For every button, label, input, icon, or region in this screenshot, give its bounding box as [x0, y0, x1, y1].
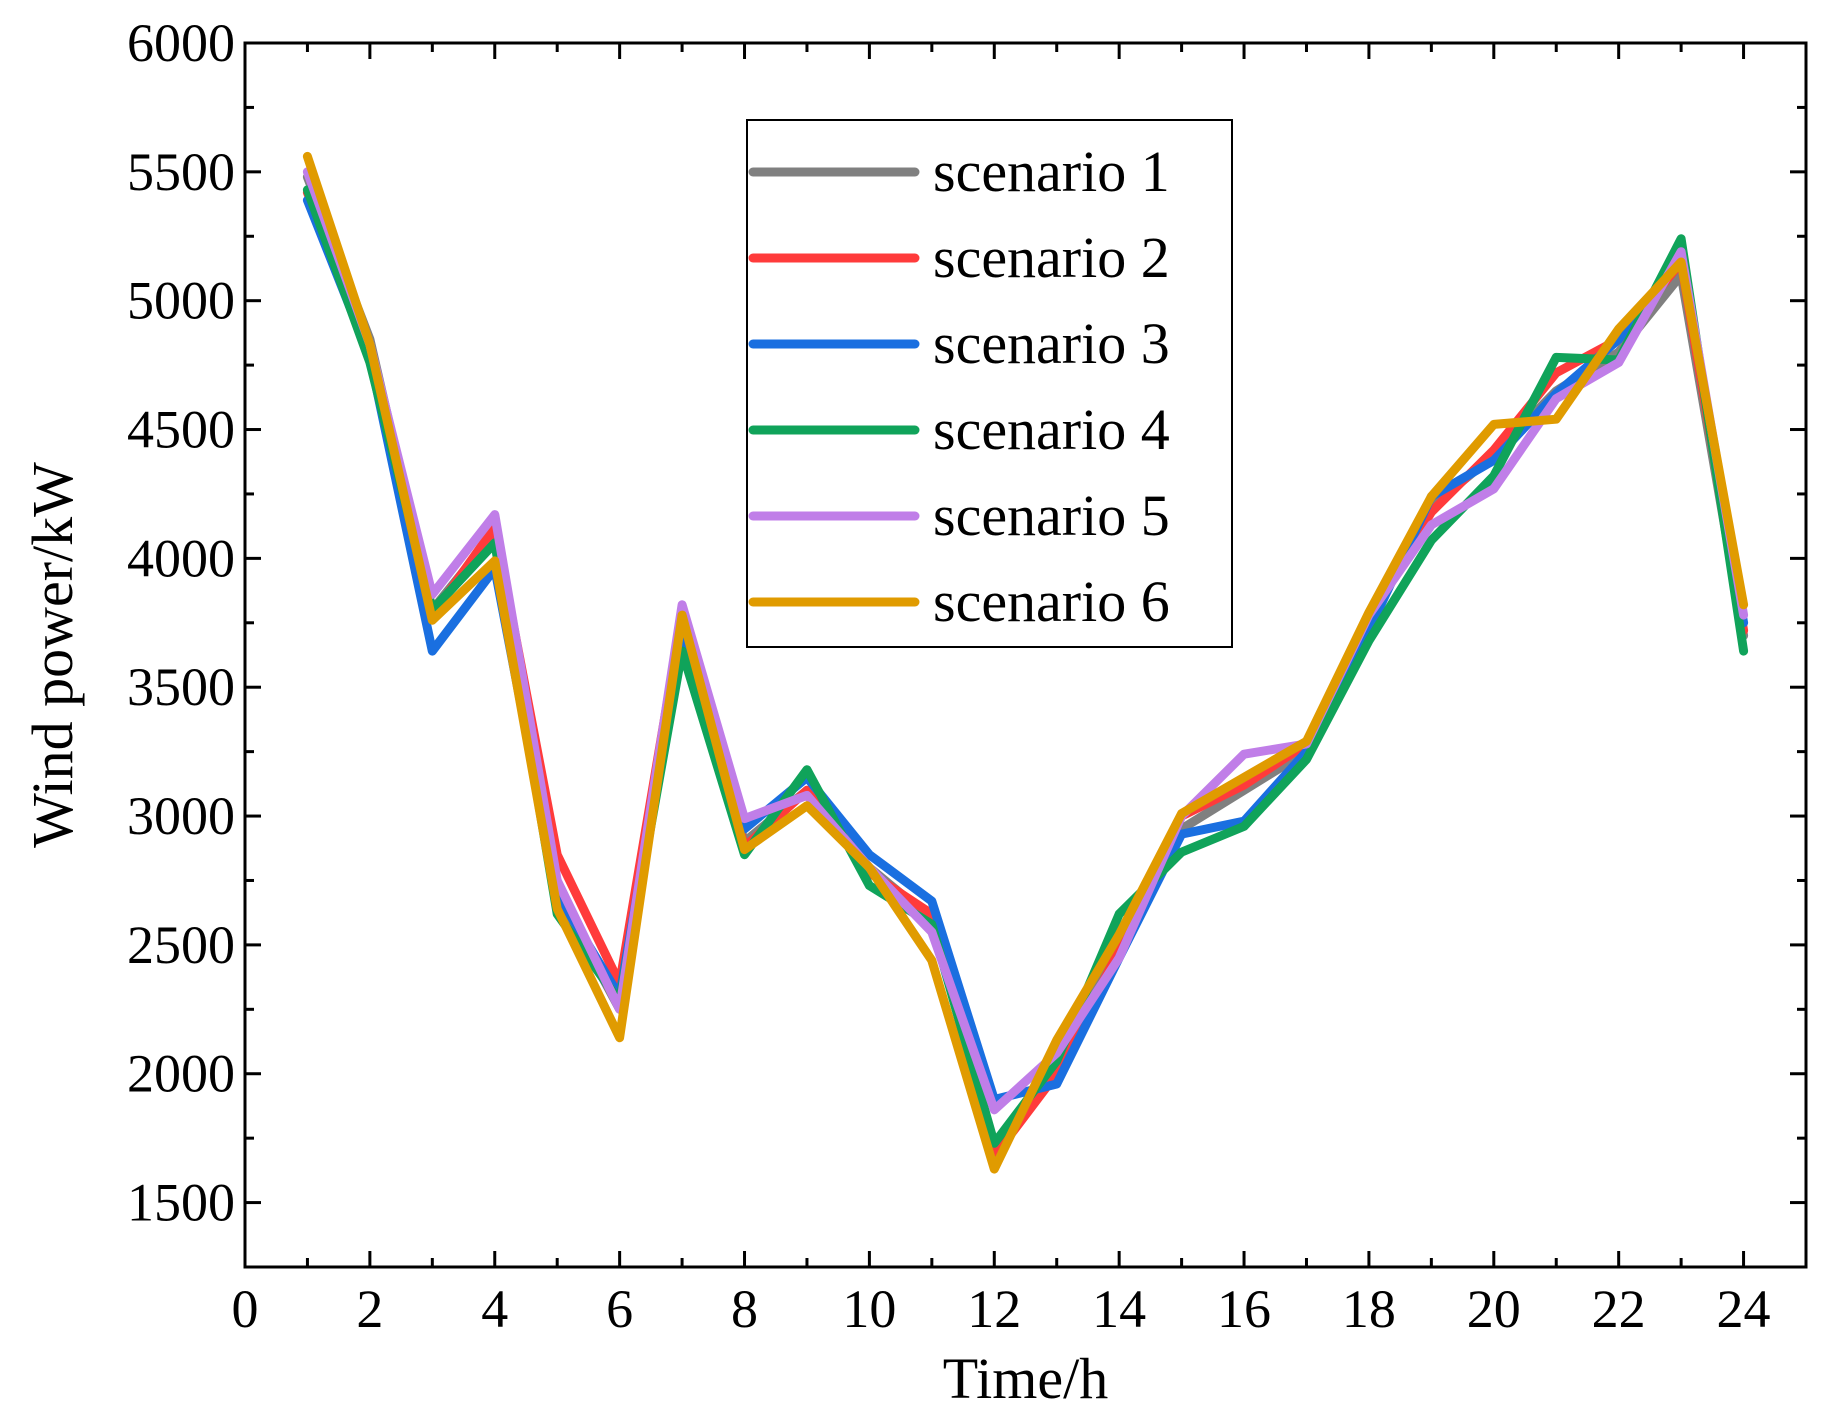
axis-ticks: [243, 41, 1806, 1267]
series-line-5: [302, 167, 1749, 1115]
y-tick-label: 1500: [127, 1173, 235, 1233]
x-tick-label: 20: [1467, 1279, 1521, 1339]
y-tick-label: 3500: [127, 657, 235, 717]
plot-area-frame: [243, 41, 1808, 1269]
y-tick-label: 4000: [127, 528, 235, 588]
y-axis-title: Wind power/kW: [20, 462, 85, 848]
y-tick-label: 4500: [127, 400, 235, 460]
legend-label-2: scenario 2: [933, 225, 1170, 290]
x-tick-label: 10: [842, 1279, 896, 1339]
series-line-6: [302, 151, 1749, 1174]
y-tick-label: 5500: [127, 142, 235, 202]
legend-label-3: scenario 3: [933, 311, 1170, 376]
x-tick-label: 12: [967, 1279, 1021, 1339]
legend: scenario 1 scenario 2 scenario 3 scenario 4…: [746, 119, 1233, 648]
y-tick-label: 2500: [127, 915, 235, 975]
x-tick-label: 24: [1717, 1279, 1771, 1339]
y-tick-label: 6000: [127, 13, 235, 73]
legend-label-5: scenario 5: [933, 483, 1170, 548]
y-tick-label: 2000: [127, 1044, 235, 1104]
x-tick-labels: 0 2 4 6 8 10 12 14 16 18 20 22 24: [232, 1279, 1771, 1339]
series-lines: [302, 151, 1749, 1174]
legend-items: scenario 1 scenario 2 scenario 3 scenario 4…: [748, 139, 1170, 634]
legend-box: [746, 119, 1233, 648]
legend-label-1: scenario 1: [933, 139, 1170, 204]
y-tick-labels: 1500 2000 2500 3000 3500 4000 4500 5000 5500 6000: [127, 13, 235, 1233]
x-axis-title: Time/h: [943, 1346, 1108, 1411]
x-tick-label: 14: [1092, 1279, 1146, 1339]
x-tick-label: 0: [232, 1279, 259, 1339]
x-tick-label: 22: [1592, 1279, 1646, 1339]
legend-label-6: scenario 6: [933, 569, 1170, 634]
x-tick-label: 18: [1342, 1279, 1396, 1339]
legend-label-4: scenario 4: [933, 397, 1170, 462]
x-tick-label: 6: [606, 1279, 633, 1339]
x-tick-label: 4: [481, 1279, 508, 1339]
x-tick-label: 2: [356, 1279, 383, 1339]
y-tick-label: 3000: [127, 786, 235, 846]
x-tick-label: 16: [1217, 1279, 1271, 1339]
y-tick-label: 5000: [127, 271, 235, 331]
x-tick-label: 8: [731, 1279, 758, 1339]
